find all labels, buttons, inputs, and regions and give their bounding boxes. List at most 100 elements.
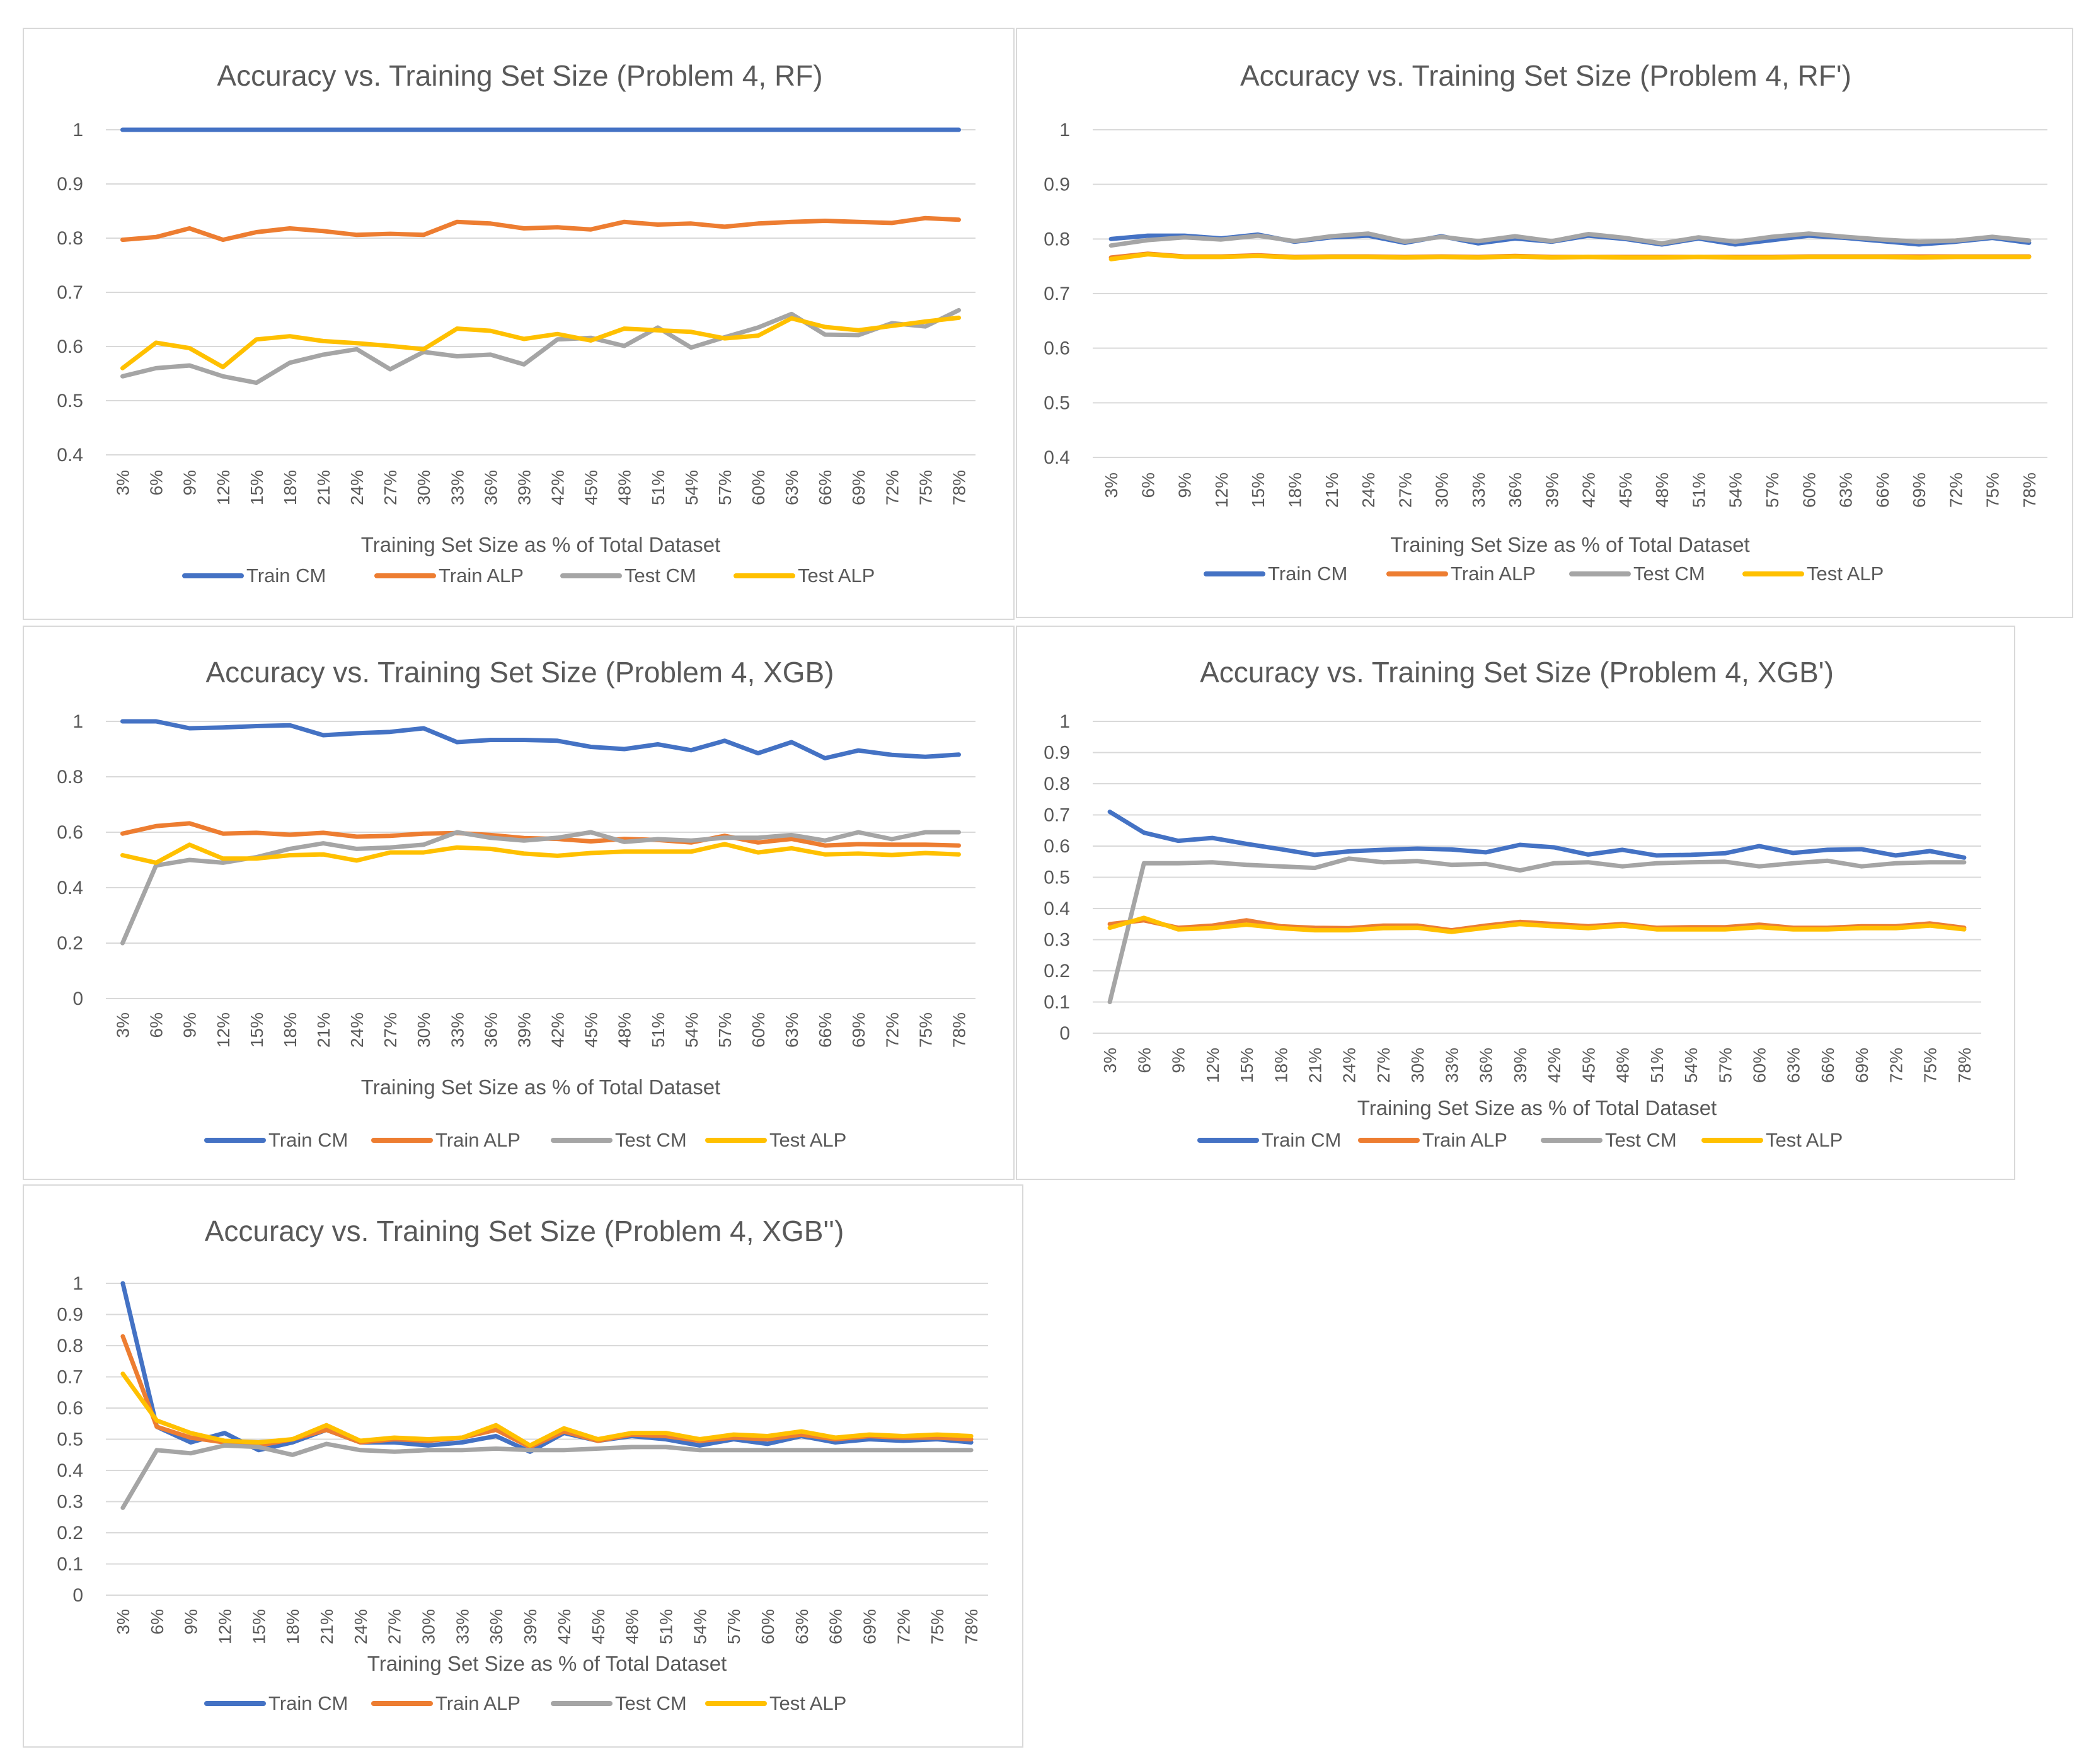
y-tick-label: 0.3 xyxy=(57,1492,83,1513)
chart-panel-xgb: Accuracy vs. Training Set Size (Problem … xyxy=(23,626,1015,1180)
x-tick-label: 39% xyxy=(521,1609,540,1644)
chart-panel-xgb-prime: Accuracy vs. Training Set Size (Problem … xyxy=(1016,626,2015,1180)
legend-item-train-cm: Train CM xyxy=(1197,1129,1341,1151)
x-tick-label: 18% xyxy=(280,1012,300,1048)
x-tick-label: 51% xyxy=(1689,472,1708,508)
x-axis-label: Training Set Size as % of Total Dataset xyxy=(361,1075,720,1099)
x-tick-label: 6% xyxy=(147,470,166,495)
chart-panel-xgb-double-prime: Accuracy vs. Training Set Size (Problem … xyxy=(23,1184,1023,1748)
x-tick-label: 33% xyxy=(452,1609,472,1644)
legend-label: Train CM xyxy=(1262,1129,1341,1151)
x-tick-label: 3% xyxy=(113,1609,133,1634)
x-tick-label: 39% xyxy=(1511,1048,1530,1083)
x-tick-label: 9% xyxy=(180,470,200,495)
chart-title: Accuracy vs. Training Set Size (Problem … xyxy=(1240,59,1851,92)
series-line-test-alp xyxy=(1107,915,1967,934)
x-tick-label: 63% xyxy=(1784,1048,1804,1083)
x-tick-label: 54% xyxy=(1681,1048,1701,1083)
x-tick-label: 6% xyxy=(1134,1048,1154,1073)
x-tick-label: 12% xyxy=(214,470,233,505)
x-tick-label: 6% xyxy=(1138,472,1158,498)
series-line-test-alp xyxy=(120,842,961,865)
y-tick-label: 0.4 xyxy=(57,1460,83,1481)
x-tick-label: 66% xyxy=(1873,472,1892,508)
legend-label: Train CM xyxy=(268,1129,348,1151)
x-tick-label: 57% xyxy=(715,470,735,505)
chart-title: Accuracy vs. Training Set Size (Problem … xyxy=(205,656,834,689)
series-line-test-alp xyxy=(120,315,961,370)
x-tick-label: 45% xyxy=(1616,472,1635,508)
x-tick-label: 75% xyxy=(1921,1048,1940,1083)
x-axis-label: Training Set Size as % of Total Dataset xyxy=(367,1652,727,1675)
x-tick-label: 42% xyxy=(1545,1048,1564,1083)
x-tick-label: 24% xyxy=(1340,1048,1359,1083)
x-tick-label: 36% xyxy=(1476,1048,1496,1083)
x-tick-label: 48% xyxy=(615,470,635,505)
legend-item-train-cm: Train CM xyxy=(1204,563,1347,585)
series-line-train-cm xyxy=(1107,810,1967,860)
legend-label: Test ALP xyxy=(1766,1129,1843,1151)
x-tick-label: 3% xyxy=(113,470,133,495)
y-tick-label: 1 xyxy=(1059,711,1070,732)
legend-item-train-alp: Train ALP xyxy=(1386,563,1536,585)
legend-label: Train ALP xyxy=(435,1129,521,1151)
x-tick-label: 21% xyxy=(317,1609,337,1644)
x-tick-label: 48% xyxy=(1652,472,1672,508)
x-tick-label: 57% xyxy=(1715,1048,1735,1083)
y-tick-label: 0.8 xyxy=(1044,229,1070,249)
x-tick-label: 12% xyxy=(214,1012,233,1048)
legend-label: Train CM xyxy=(1268,563,1347,585)
x-tick-label: 75% xyxy=(916,1012,935,1048)
series-line-test-cm xyxy=(120,1441,974,1510)
x-tick-label: 15% xyxy=(247,470,267,505)
legend-label: Test CM xyxy=(615,1129,687,1151)
x-tick-label: 72% xyxy=(1946,472,1965,508)
x-tick-label: 21% xyxy=(1306,1048,1325,1083)
chart-svg: Accuracy vs. Training Set Size (Problem … xyxy=(57,1215,988,1714)
y-tick-label: 1 xyxy=(1059,120,1070,140)
series-line-train-cm xyxy=(120,719,961,760)
x-tick-label: 78% xyxy=(962,1609,981,1644)
x-tick-label: 48% xyxy=(615,1012,635,1048)
legend-item-train-cm: Train CM xyxy=(204,1692,348,1714)
x-tick-label: 39% xyxy=(1542,472,1562,508)
x-tick-label: 78% xyxy=(1955,1048,1974,1083)
x-tick-label: 9% xyxy=(1175,472,1195,498)
y-tick-label: 0.4 xyxy=(1044,898,1070,919)
chart-svg: Accuracy vs. Training Set Size (Problem … xyxy=(57,656,975,1151)
legend-label: Train ALP xyxy=(439,564,524,587)
legend-label: Test CM xyxy=(1633,563,1705,585)
x-tick-label: 69% xyxy=(860,1609,880,1644)
y-tick-label: 0.2 xyxy=(57,1523,83,1544)
x-tick-label: 24% xyxy=(347,1012,367,1048)
x-tick-label: 69% xyxy=(1852,1048,1872,1083)
x-tick-label: 54% xyxy=(690,1609,710,1644)
legend-label: Test ALP xyxy=(769,1129,846,1151)
y-tick-label: 0.8 xyxy=(57,1336,83,1356)
legend-label: Train ALP xyxy=(435,1692,521,1714)
x-tick-label: 57% xyxy=(715,1012,735,1048)
legend-label: Test CM xyxy=(1605,1129,1677,1151)
x-tick-label: 60% xyxy=(749,1012,768,1048)
y-tick-label: 0.7 xyxy=(57,1367,83,1388)
x-tick-label: 75% xyxy=(916,470,935,505)
x-tick-label: 21% xyxy=(314,1012,333,1048)
x-tick-label: 33% xyxy=(447,1012,467,1048)
y-tick-label: 0.7 xyxy=(1044,805,1070,826)
chart-title: Accuracy vs. Training Set Size (Problem … xyxy=(217,59,822,92)
y-tick-label: 0.8 xyxy=(1044,774,1070,794)
legend-label: Train CM xyxy=(246,564,326,587)
y-tick-label: 0.5 xyxy=(1044,392,1070,413)
x-tick-label: 78% xyxy=(949,470,969,505)
y-tick-label: 0.9 xyxy=(57,1305,83,1326)
y-tick-label: 0.6 xyxy=(1044,338,1070,359)
legend-item-test-cm: Test CM xyxy=(551,1129,687,1151)
x-tick-label: 3% xyxy=(1102,472,1121,498)
y-tick-label: 0.5 xyxy=(1044,868,1070,888)
x-tick-label: 72% xyxy=(882,1012,902,1048)
x-tick-label: 42% xyxy=(555,1609,574,1644)
legend-item-test-alp: Test ALP xyxy=(734,564,875,587)
y-tick-label: 0.6 xyxy=(57,336,83,357)
y-tick-label: 1 xyxy=(72,1273,83,1294)
y-tick-label: 0.7 xyxy=(1044,284,1070,304)
